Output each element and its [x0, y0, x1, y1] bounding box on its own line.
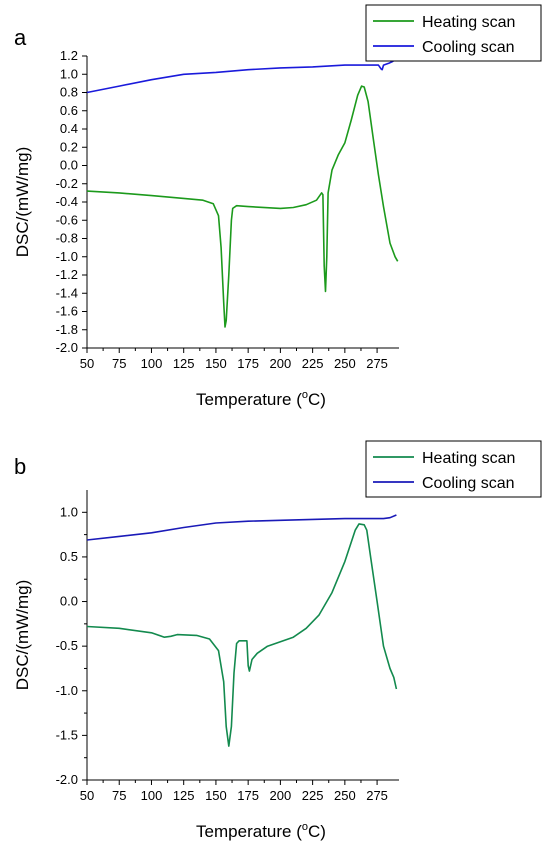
y-tick-label: -1.0	[56, 683, 78, 698]
panel-label: b	[14, 454, 26, 479]
legend-box	[365, 4, 542, 62]
x-axis-title-suffix: C)	[308, 822, 326, 841]
x-axis-title: Temperature (oC)	[196, 389, 326, 409]
y-tick-label: -1.2	[56, 267, 78, 282]
y-tick-label: 1.0	[60, 66, 78, 81]
y-tick-label: -1.6	[56, 304, 78, 319]
y-tick-label: 0.0	[60, 594, 78, 609]
y-tick-label: -1.8	[56, 322, 78, 337]
y-tick-label: -0.2	[56, 176, 78, 191]
x-axis-title-prefix: Temperature (	[196, 390, 302, 409]
series-line-heating-scan	[86, 523, 398, 747]
x-axis-title: Temperature (oC)	[196, 821, 326, 841]
chart-panel-a: a 50 75 100 125 150 175 200 225 250 275 -2.0 -1.8 -1.…	[13, 4, 542, 409]
x-tick-label: 50	[80, 788, 94, 803]
panel-label: a	[14, 25, 27, 50]
legend: Heating scan Cooling scan	[365, 440, 542, 498]
x-tick-label: 275	[366, 356, 388, 371]
y-tick-label: -0.5	[56, 638, 78, 653]
y-tick-label: -1.5	[56, 727, 78, 742]
y-tick-label: -2.0	[56, 772, 78, 787]
y-tick-label: -0.4	[56, 194, 78, 209]
x-tick-label: 225	[302, 788, 324, 803]
y-tick-label: -2.0	[56, 340, 78, 355]
y-tick-label: 0.8	[60, 85, 78, 100]
x-tick-label: 225	[302, 356, 324, 371]
x-axis-title-prefix: Temperature (	[196, 822, 302, 841]
y-tick-label: 1.2	[60, 48, 78, 63]
legend-label: Heating scan	[422, 450, 515, 467]
legend: Heating scan Cooling scan	[365, 4, 542, 62]
x-tick-label: 175	[237, 788, 259, 803]
y-tick-label: -0.8	[56, 231, 78, 246]
x-tick-label: 100	[141, 356, 163, 371]
x-axis-title-suffix: C)	[308, 390, 326, 409]
chart-panel-b: b 50 75 100 125 150 175 200 225 250 275 -2.0 -1.5 -1.…	[13, 440, 542, 841]
x-tick-label: 175	[237, 356, 259, 371]
legend-label: Heating scan	[422, 14, 515, 31]
y-tick-label: -1.0	[56, 249, 78, 264]
x-tick-label: 100	[141, 788, 163, 803]
x-tick-label: 275	[366, 788, 388, 803]
y-tick-label: 0.2	[60, 139, 78, 154]
x-tick-label: 75	[112, 788, 126, 803]
y-tick-label: 0.4	[60, 121, 78, 136]
x-axis-title-sup: o	[302, 821, 308, 833]
y-axis-title: DSC/(mW/mg)	[13, 147, 32, 257]
x-tick-label: 250	[334, 788, 356, 803]
y-axis-title: DSC/(mW/mg)	[13, 580, 32, 690]
x-tick-label: 200	[270, 788, 292, 803]
y-tick-label: 0.6	[60, 103, 78, 118]
y-tick-label: -0.6	[56, 212, 78, 227]
legend-label: Cooling scan	[422, 475, 515, 492]
x-tick-label: 200	[270, 356, 292, 371]
legend-box	[365, 440, 542, 498]
series-line-cooling-scan	[86, 58, 397, 94]
x-tick-label: 150	[205, 356, 227, 371]
y-tick-label: 1.0	[60, 504, 78, 519]
x-tick-label: 75	[112, 356, 126, 371]
series-line-heating-scan	[86, 85, 399, 328]
y-tick-label: 0.5	[60, 549, 78, 564]
legend-label: Cooling scan	[422, 39, 515, 56]
series-line-cooling-scan	[86, 514, 397, 541]
y-tick-label: -1.4	[56, 285, 78, 300]
x-tick-label: 125	[173, 788, 195, 803]
x-tick-label: 125	[173, 356, 195, 371]
x-axis-title-sup: o	[302, 389, 308, 401]
x-tick-label: 50	[80, 356, 94, 371]
x-tick-label: 250	[334, 356, 356, 371]
x-tick-label: 150	[205, 788, 227, 803]
y-tick-label: 0.0	[60, 158, 78, 173]
